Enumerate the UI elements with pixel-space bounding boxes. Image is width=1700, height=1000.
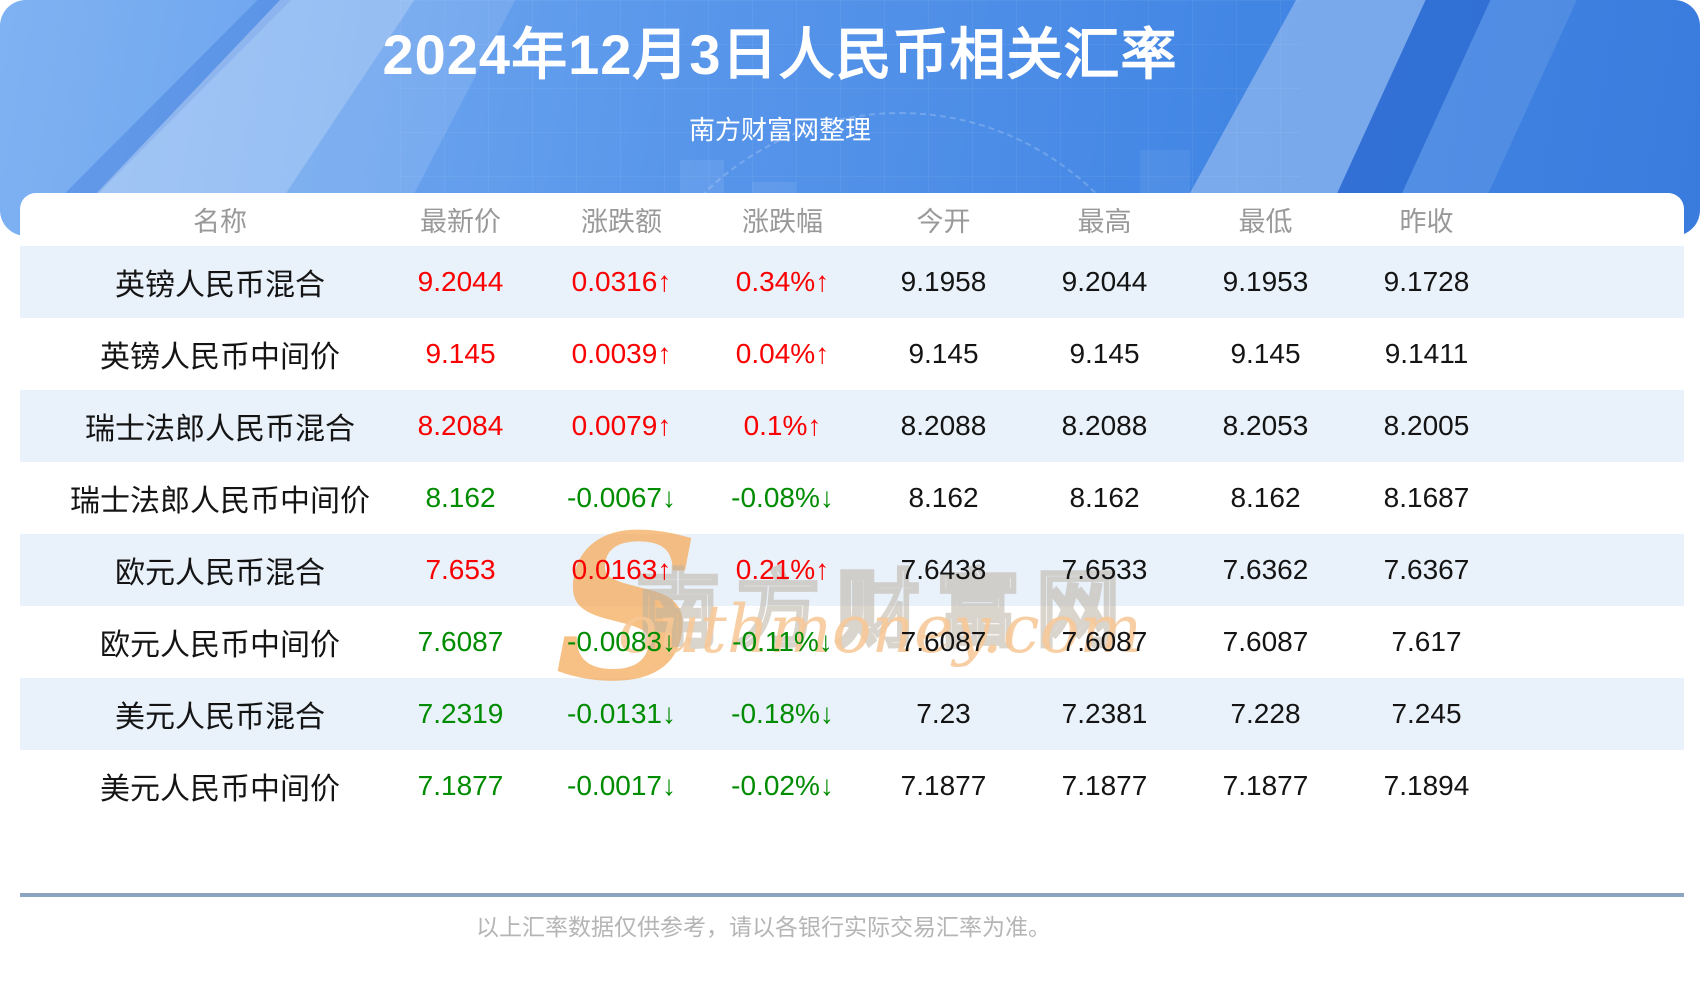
cell-name: 欧元人民币中间价 xyxy=(100,629,340,662)
cell-prev-close: 9.1411 xyxy=(1384,338,1469,369)
cell-open: 8.2088 xyxy=(900,410,987,441)
footer-note: 以上汇率数据仅供参考，请以各银行实际交易汇率为准。 xyxy=(476,914,1051,940)
cell-name: 瑞士法郎人民币中间价 xyxy=(70,485,370,518)
cell-open: 7.23 xyxy=(916,698,971,729)
page-title: 2024年12月3日人民币相关汇率 xyxy=(382,23,1178,86)
cell-latest: 8.162 xyxy=(425,482,496,513)
cell-name: 欧元人民币混合 xyxy=(115,557,325,590)
cell-open: 8.162 xyxy=(908,482,979,513)
column-header-high: 最高 xyxy=(1077,207,1132,237)
cell-change: 0.0039↑ xyxy=(571,338,672,369)
column-header-latest: 最新价 xyxy=(420,207,501,237)
cell-high: 9.2044 xyxy=(1061,266,1148,297)
cell-high: 7.6087 xyxy=(1061,626,1148,657)
cell-high: 8.2088 xyxy=(1061,410,1148,441)
column-header-prev-close: 昨收 xyxy=(1399,207,1454,237)
cell-prev-close: 7.245 xyxy=(1391,698,1462,729)
cell-change-pct: -0.02%↓ xyxy=(731,770,834,801)
cell-high: 7.2381 xyxy=(1061,698,1148,729)
cell-low: 9.145 xyxy=(1230,338,1301,369)
cell-low: 7.6362 xyxy=(1222,554,1309,585)
table-row: 英镑人民币混合 9.2044 0.0316↑ 0.34%↑ 9.1958 9.2… xyxy=(20,246,1684,318)
column-header-open: 今开 xyxy=(916,207,971,237)
column-header-change-pct: 涨跌幅 xyxy=(742,207,823,237)
cell-low: 7.6087 xyxy=(1222,626,1309,657)
cell-name: 瑞士法郎人民币混合 xyxy=(85,413,355,446)
cell-change-pct: 0.1%↑ xyxy=(743,410,822,441)
cell-high: 8.162 xyxy=(1069,482,1140,513)
cell-change-pct: 0.21%↑ xyxy=(735,554,830,585)
table-row: 瑞士法郎人民币中间价 8.162 -0.0067↓ -0.08%↓ 8.162 … xyxy=(20,462,1684,534)
row-stripe xyxy=(20,246,1684,318)
cell-low: 8.162 xyxy=(1230,482,1301,513)
cell-change-pct: 0.04%↑ xyxy=(735,338,830,369)
page-subtitle: 南方财富网整理 xyxy=(688,114,871,145)
cell-latest: 9.145 xyxy=(425,338,496,369)
cell-open: 7.6438 xyxy=(900,554,987,585)
cell-low: 7.1877 xyxy=(1222,770,1309,801)
cell-change-pct: -0.18%↓ xyxy=(731,698,834,729)
cell-prev-close: 7.1894 xyxy=(1383,770,1470,801)
table-row: 美元人民币混合 7.2319 -0.0131↓ -0.18%↓ 7.23 7.2… xyxy=(20,678,1684,750)
cell-latest: 7.2319 xyxy=(417,698,504,729)
cell-low: 7.228 xyxy=(1230,698,1301,729)
cell-low: 9.1953 xyxy=(1222,266,1309,297)
cell-prev-close: 7.6367 xyxy=(1383,554,1470,585)
row-stripe xyxy=(20,390,1684,462)
cell-low: 8.2053 xyxy=(1222,410,1309,441)
cell-change: 0.0079↑ xyxy=(571,410,672,441)
row-stripe xyxy=(20,534,1684,606)
table-row: 瑞士法郎人民币混合 8.2084 0.0079↑ 0.1%↑ 8.2088 8.… xyxy=(20,390,1684,462)
cell-prev-close: 8.2005 xyxy=(1383,410,1470,441)
footer-divider xyxy=(20,893,1684,897)
cell-prev-close: 7.617 xyxy=(1391,626,1462,657)
cell-name: 美元人民币中间价 xyxy=(100,773,340,806)
cell-high: 9.145 xyxy=(1069,338,1140,369)
cell-name: 英镑人民币混合 xyxy=(115,269,325,302)
cell-change: 0.0163↑ xyxy=(571,554,672,585)
rates-table: S 南方财富网 outhmoney.com 名称 最新价 涨跌额 涨跌幅 今开 … xyxy=(20,193,1684,822)
cell-latest: 7.1877 xyxy=(417,770,504,801)
column-header-low: 最低 xyxy=(1238,207,1293,237)
cell-open: 9.145 xyxy=(908,338,979,369)
cell-latest: 7.653 xyxy=(425,554,496,585)
cell-change: -0.0017↓ xyxy=(567,770,676,801)
hero-text: 2024年12月3日人民币相关汇率 南方财富网整理 xyxy=(0,0,1560,147)
cell-prev-close: 9.1728 xyxy=(1383,266,1470,297)
cell-change: 0.0316↑ xyxy=(571,266,672,297)
rates-card: S 南方财富网 outhmoney.com 名称 最新价 涨跌额 涨跌幅 今开 … xyxy=(20,193,1684,1000)
table-row: 欧元人民币中间价 7.6087 -0.0083↓ -0.11%↓ 7.6087 … xyxy=(20,606,1684,678)
column-header-name: 名称 xyxy=(193,207,247,237)
cell-open: 7.1877 xyxy=(900,770,987,801)
cell-change-pct: -0.08%↓ xyxy=(731,482,834,513)
cell-latest: 8.2084 xyxy=(417,410,504,441)
cell-high: 7.6533 xyxy=(1061,554,1148,585)
table-row: 英镑人民币中间价 9.145 0.0039↑ 0.04%↑ 9.145 9.14… xyxy=(20,318,1684,390)
cell-change-pct: -0.11%↓ xyxy=(732,626,833,657)
row-stripe xyxy=(20,678,1684,750)
cell-prev-close: 8.1687 xyxy=(1383,482,1470,513)
cell-change-pct: 0.34%↑ xyxy=(735,266,830,297)
cell-name: 英镑人民币中间价 xyxy=(100,341,340,374)
cell-change: -0.0083↓ xyxy=(567,626,676,657)
table-row: 欧元人民币混合 7.653 0.0163↑ 0.21%↑ 7.6438 7.65… xyxy=(20,534,1684,606)
cell-change: -0.0131↓ xyxy=(567,698,676,729)
cell-open: 7.6087 xyxy=(900,626,987,657)
table-row: 美元人民币中间价 7.1877 -0.0017↓ -0.02%↓ 7.1877 … xyxy=(20,750,1684,822)
column-header-change: 涨跌额 xyxy=(581,207,662,237)
cell-high: 7.1877 xyxy=(1061,770,1148,801)
cell-name: 美元人民币混合 xyxy=(115,701,325,734)
cell-open: 9.1958 xyxy=(900,266,987,297)
cell-latest: 7.6087 xyxy=(417,626,504,657)
cell-latest: 9.2044 xyxy=(417,266,504,297)
table-header-row: 名称 最新价 涨跌额 涨跌幅 今开 最高 最低 昨收 xyxy=(20,193,1684,246)
cell-change: -0.0067↓ xyxy=(567,482,676,513)
